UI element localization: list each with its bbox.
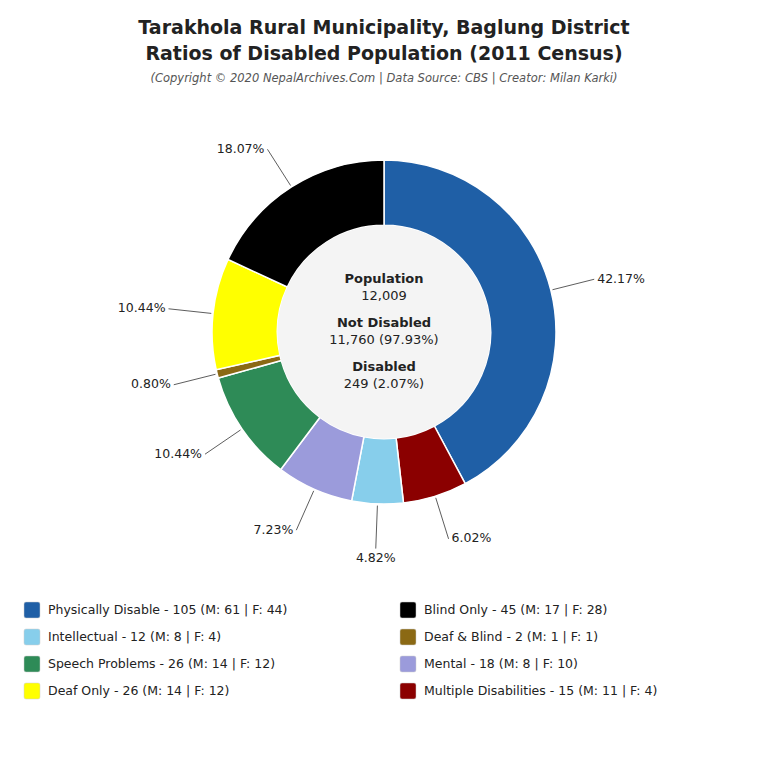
legend-swatch: [24, 656, 40, 672]
leader-line: [169, 309, 212, 314]
title: Ratios of Disabled Population (2011 Cens…: [145, 42, 622, 64]
slice: [396, 426, 465, 503]
legend-label: Intellectual - 12 (M: 8 | F: 4): [48, 629, 221, 644]
chart: Tarakhola Rural Municipality, Baglung Di…: [0, 0, 768, 768]
annotation: 11,760 (97.93%): [329, 332, 438, 347]
data-label: 0.80%: [131, 376, 171, 391]
legend-swatch: [400, 629, 416, 645]
data-labels: 42.17% 6.02% 4.82% 7.23% 10.44% 0.80% 10.44% 18…: [118, 141, 645, 565]
legend-label: Physically Disable - 105 (M: 61 | F: 44): [48, 602, 287, 617]
legend: Physically Disable - 105 (M: 61 | F: 44)…: [24, 602, 657, 700]
data-label: 6.02%: [452, 530, 492, 545]
center-circle: [277, 225, 490, 438]
leader-line: [174, 374, 216, 384]
data-label: 18.07%: [217, 141, 265, 156]
legend-swatch: [400, 656, 416, 672]
legend-label: Multiple Disabilities - 15 (M: 11 | F: 4…: [424, 683, 657, 698]
data-label: 10.44%: [154, 446, 202, 461]
annotation: Disabled: [352, 359, 416, 374]
title: Tarakhola Rural Municipality, Baglung Di…: [138, 16, 629, 38]
background: [0, 0, 768, 768]
annotation: 249 (2.07%): [344, 376, 424, 391]
annotation: Population: [344, 271, 423, 286]
data-label: 4.82%: [356, 550, 396, 565]
leader-line: [376, 506, 378, 549]
annotation: 12,009: [361, 288, 407, 303]
legend-label: Deaf Only - 26 (M: 14 | F: 12): [48, 683, 229, 698]
legend-label: Mental - 18 (M: 8 | F: 10): [424, 656, 578, 671]
leader-line: [436, 498, 449, 539]
data-label: 42.17%: [597, 271, 645, 286]
data-label: 7.23%: [254, 522, 294, 537]
annotation: Not Disabled: [337, 315, 431, 330]
legend-label: Speech Problems - 26 (M: 14 | F: 12): [48, 656, 275, 671]
legend-swatch: [24, 683, 40, 699]
slices: [212, 160, 556, 504]
leader-line: [552, 279, 594, 289]
leader-line: [296, 491, 313, 530]
subtitle: (Copyright © 2020 NepalArchives.Com | Da…: [150, 71, 617, 85]
legend-swatch: [24, 629, 40, 645]
leader-line: [205, 430, 241, 454]
legend-swatch: [400, 683, 416, 699]
legend-label: Blind Only - 45 (M: 17 | F: 28): [424, 602, 607, 617]
legend-swatch: [24, 602, 40, 618]
legend-label: Deaf & Blind - 2 (M: 1 | F: 1): [424, 629, 598, 644]
leader-line: [267, 149, 290, 185]
legend-swatch: [400, 602, 416, 618]
data-label: 10.44%: [118, 300, 166, 315]
